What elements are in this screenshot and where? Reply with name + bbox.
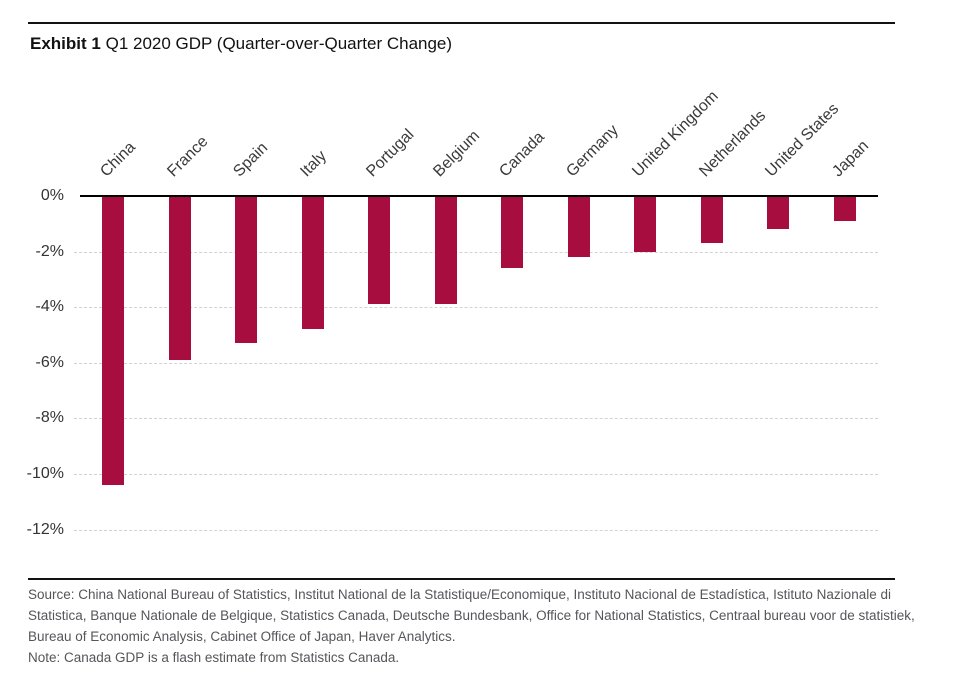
x-category-label: Japan (829, 137, 872, 181)
gridline (74, 418, 878, 420)
top-rule (28, 22, 895, 24)
x-category-label: Belgium (430, 127, 483, 181)
y-tick-label: -12% (26, 520, 64, 538)
gridline (74, 362, 878, 364)
bar-germany (567, 197, 590, 257)
gridline (74, 474, 878, 475)
footer-rule (28, 578, 895, 580)
source-line: Source: China National Bureau of Statist… (28, 587, 891, 602)
bar-china (102, 197, 125, 485)
bar-canada (501, 197, 524, 268)
x-category-label: Italy (297, 147, 330, 181)
x-category-label: Spain (230, 139, 272, 181)
source-text: Source: China National Bureau of Statist… (28, 584, 928, 647)
y-tick-label: -10% (26, 465, 64, 482)
y-tick-label: -6% (35, 353, 64, 371)
y-tick-label: -4% (35, 298, 64, 316)
gridline (74, 307, 878, 309)
note-text: Note: Canada GDP is a flash estimate fro… (28, 650, 400, 665)
x-category-label: France (164, 133, 212, 181)
x-category-label: Canada (496, 128, 549, 181)
x-category-label: China (97, 138, 140, 181)
zero-baseline (80, 195, 878, 197)
exhibit-title: Exhibit 1 Q1 2020 GDP (Quarter-over-Quar… (30, 34, 452, 54)
y-tick-label: -8% (35, 409, 64, 427)
gdp-bar-chart: 0% -2% -4% -6% -8% -10% -12% China France Spain I… (26, 88, 878, 538)
x-category-label: Netherlands (696, 107, 770, 181)
bar-japan (833, 197, 856, 221)
bar-italy (301, 197, 324, 329)
bar-portugal (368, 197, 391, 304)
gridline (74, 529, 878, 531)
y-tick-label: -2% (35, 242, 64, 260)
footer: Source: China National Bureau of Statist… (28, 584, 928, 668)
exhibit-title-text: Q1 2020 GDP (Quarter-over-Quarter Change… (105, 34, 453, 53)
gridline (74, 251, 878, 253)
exhibit-number: Exhibit 1 (30, 34, 101, 53)
x-category-label: Portugal (363, 126, 418, 181)
bar-united-kingdom (634, 197, 657, 252)
bar-united-states (767, 197, 790, 229)
source-line: Bureau of Economic Analysis, Cabinet Off… (28, 629, 456, 644)
bar-belgium (434, 197, 457, 304)
bar-spain (235, 197, 258, 343)
source-line: Statistica, Banque Nationale de Belgique… (28, 608, 915, 623)
x-category-label: Germany (563, 121, 622, 181)
y-tick-label: 0% (40, 187, 64, 204)
bar-netherlands (700, 197, 723, 243)
bar-france (168, 197, 191, 360)
